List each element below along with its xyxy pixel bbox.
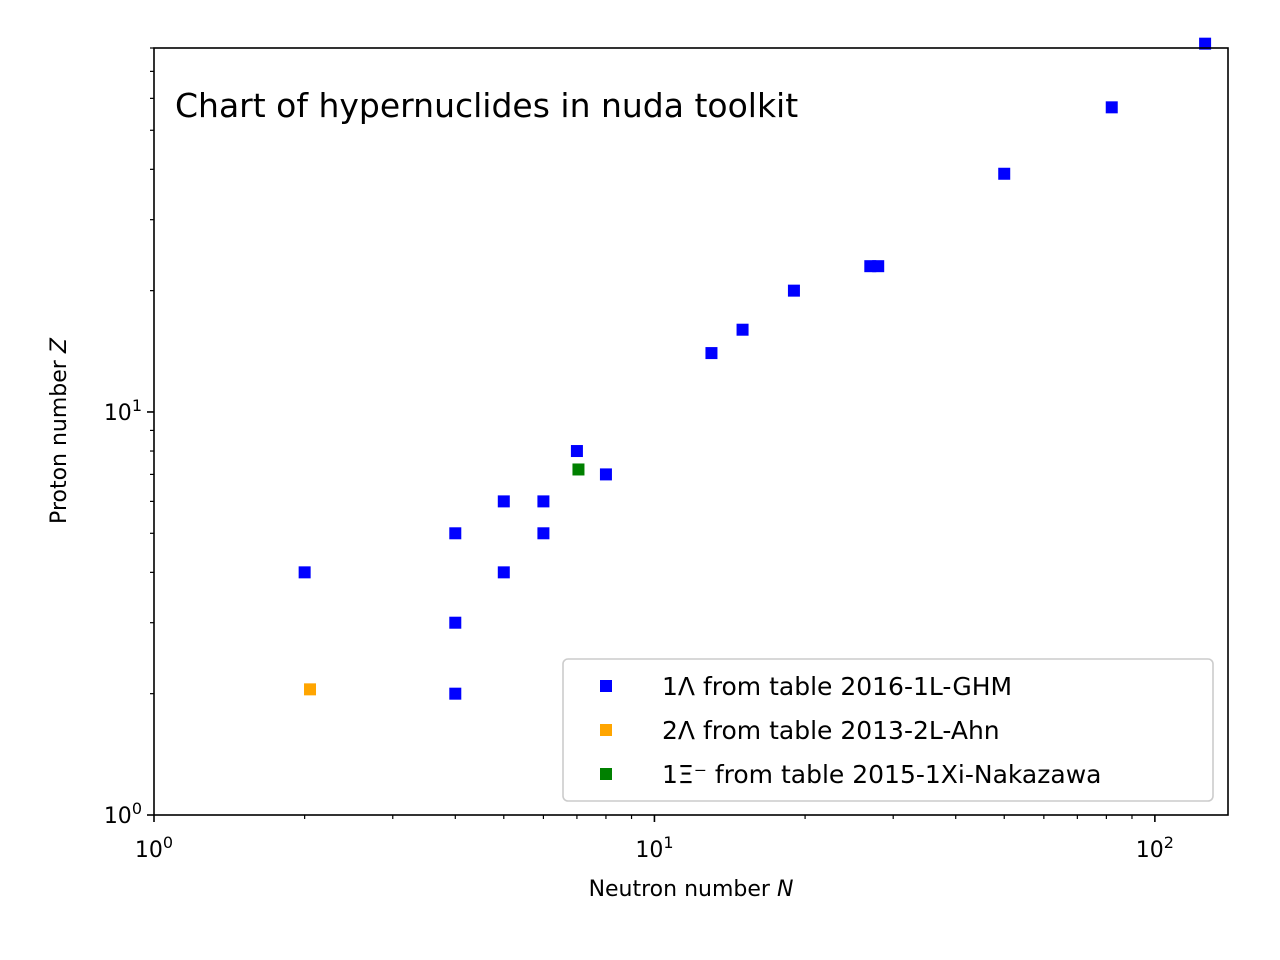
data-point-series-1 [872,260,885,273]
chart-title: Chart of hypernuclides in nuda toolkit [175,86,798,125]
data-point-series-1 [570,445,583,458]
y-axis-label: Proton number Z [47,337,72,524]
data-point-series-1 [537,527,550,540]
data-point-series-1 [449,687,462,700]
data-point-series-1 [787,284,800,297]
data-point-series-1 [497,495,510,508]
data-point-series-2 [304,683,317,696]
data-point-series-3 [572,463,585,476]
data-point-series-1 [298,566,311,579]
y-tick-label: 100 [104,799,142,829]
data-point-series-1 [1199,37,1212,50]
x-tick-label: 102 [1136,833,1174,863]
legend-entries: 1Λ from table 2016-1L-GHM 2Λ from table 2… [600,672,1101,789]
legend: 1Λ from table 2016-1L-GHM 2Λ from table 2… [562,658,1214,802]
x-tick-label: 100 [135,833,173,863]
x-axis-label: Neutron number N [589,877,794,902]
legend-label-1: 1Λ from table 2016-1L-GHM [662,672,1012,701]
data-point-series-1 [998,167,1011,180]
y-tick-label: 101 [104,396,142,426]
data-point-series-1 [449,527,462,540]
legend-label-2: 2Λ from table 2013-2L-Ahn [662,716,1000,745]
data-point-series-1 [1105,101,1118,114]
plot-frame [153,47,1229,816]
legend-marker-3 [600,768,612,780]
data-point-series-1 [497,566,510,579]
data-point-series-1 [537,495,550,508]
x-tick-label: 101 [635,833,673,863]
data-point-series-1 [736,323,749,336]
data-point-series-1 [449,616,462,629]
ticks: 100 101 102 100 101 [104,47,1174,863]
data-points [298,37,1212,700]
data-point-series-1 [599,468,612,481]
legend-marker-1 [600,680,612,692]
legend-frame [562,658,1214,802]
data-point-series-1 [705,347,718,360]
legend-marker-2 [600,724,612,736]
legend-label-3: 1Ξ⁻ from table 2015-1Xi-Nakazawa [662,760,1101,789]
